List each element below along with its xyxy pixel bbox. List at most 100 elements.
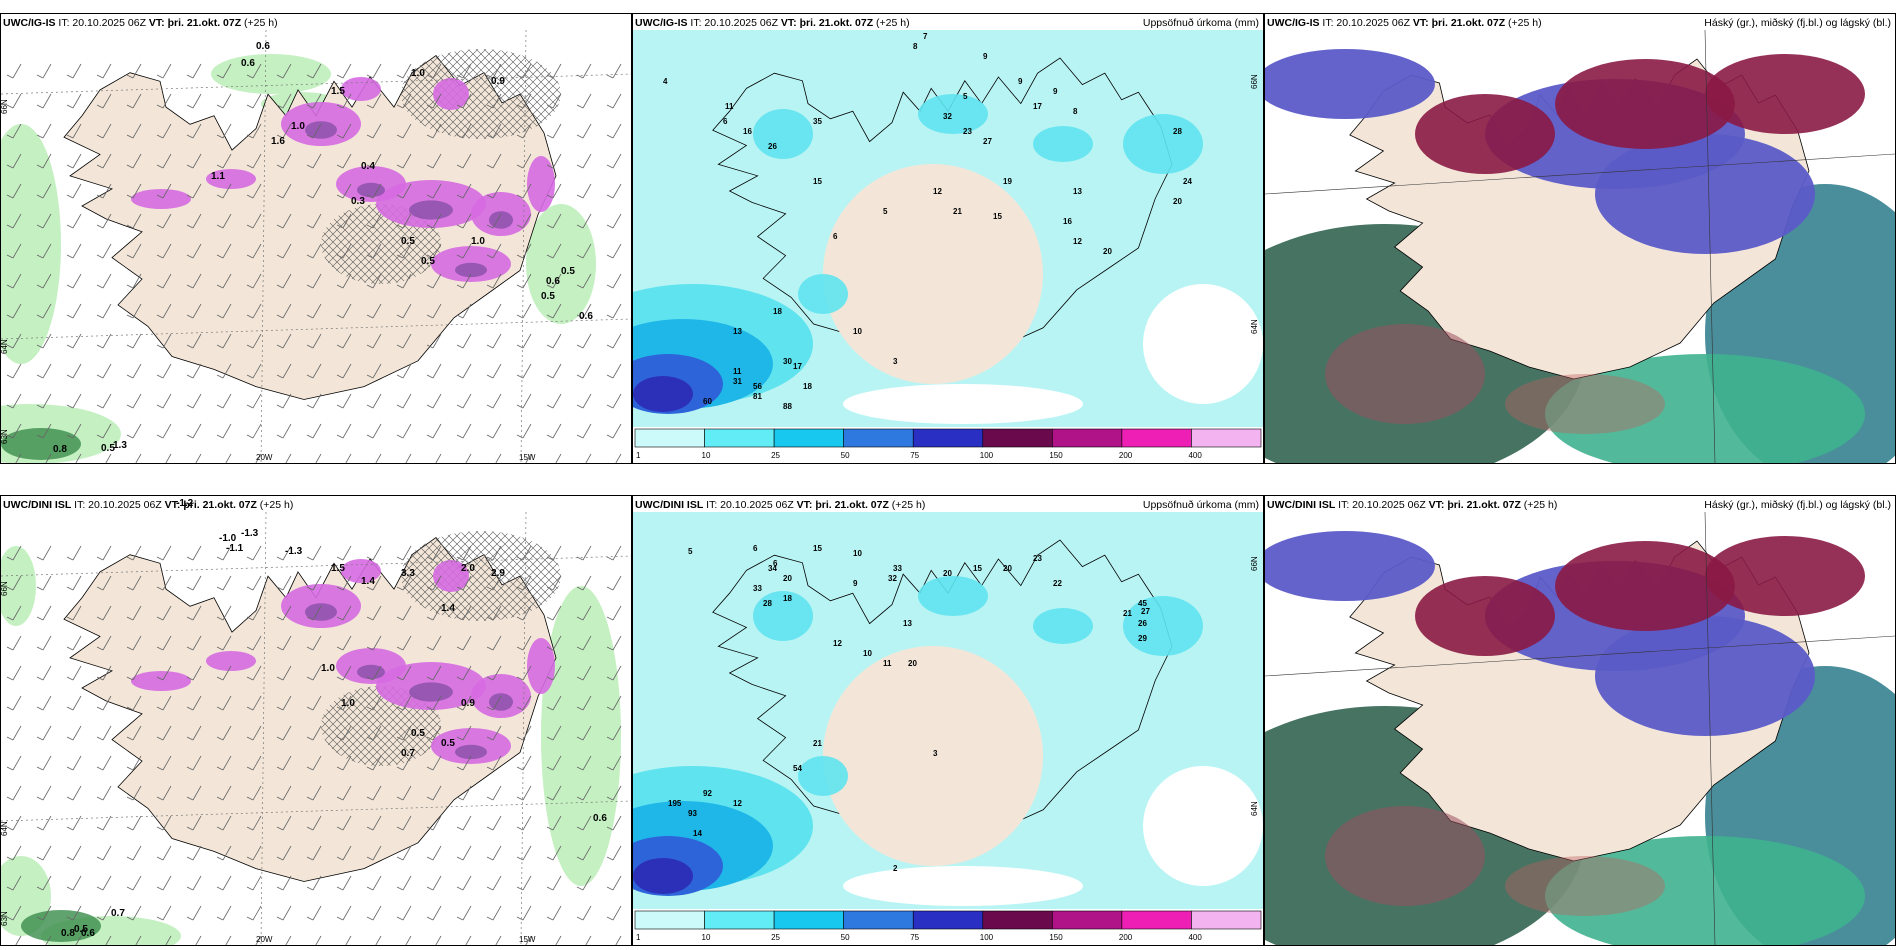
barb-flag <box>426 766 434 771</box>
icing-value-label: 0.5 <box>421 256 435 267</box>
wind-barb <box>426 393 442 409</box>
barb-flag <box>6 736 14 741</box>
low-icing-area <box>1 546 36 626</box>
barb-staff <box>102 153 112 169</box>
colorbar-swatch <box>1121 428 1192 448</box>
wind-barb <box>105 935 112 945</box>
wind-barb <box>606 423 622 439</box>
low-cloud-area <box>1705 536 1865 616</box>
wind-barb <box>66 875 82 891</box>
barb-staff <box>192 785 202 801</box>
barb-staff <box>42 545 52 561</box>
wind-barb <box>216 815 232 831</box>
axis-label: 63N <box>1 429 9 444</box>
precip-value-label: 34 <box>768 564 777 573</box>
barb-flag <box>486 676 494 681</box>
wind-barb <box>495 935 502 945</box>
wind-barb <box>396 725 412 741</box>
wind-barb <box>606 273 622 289</box>
barb-flag <box>276 344 284 349</box>
barb-flag <box>96 826 104 831</box>
precip-patch <box>1123 114 1203 174</box>
barb-staff <box>522 93 532 109</box>
barb-flag <box>36 254 44 259</box>
barb-flag <box>456 104 464 109</box>
wind-barb <box>576 785 592 801</box>
barb-flag <box>126 104 134 109</box>
barb-staff <box>342 875 352 891</box>
barb-staff <box>42 905 52 921</box>
barb-flag <box>306 616 314 621</box>
barb-flag <box>426 706 434 711</box>
wind-barb <box>345 935 352 945</box>
barb-flag <box>126 434 134 439</box>
barb-staff <box>372 273 382 289</box>
barb-flag <box>456 736 464 741</box>
barb-flag <box>156 676 164 681</box>
wind-barb <box>585 935 592 945</box>
barb-flag <box>366 194 374 199</box>
barb-flag <box>216 736 224 741</box>
barb-staff <box>312 93 322 109</box>
icing-core <box>305 603 337 621</box>
wind-barb <box>426 153 442 169</box>
barb-flag <box>96 314 104 319</box>
barb-staff <box>282 905 292 921</box>
precip-value-label: 15 <box>993 212 1002 221</box>
icing-value-label: 0.3 <box>351 196 365 207</box>
wind-barb <box>456 635 472 651</box>
barb-staff <box>12 393 22 409</box>
wind-barb <box>156 393 172 409</box>
barb-staff <box>552 875 562 891</box>
barb-staff <box>162 725 172 741</box>
wind-barb <box>576 575 592 591</box>
panel-precip-dini: UWC/DINI ISL IT: 20.10.2025 06Z VT: þri.… <box>632 495 1264 946</box>
wind-barb <box>396 243 412 259</box>
barb-staff <box>282 875 292 891</box>
barb-staff <box>585 453 592 463</box>
wind-barb <box>66 183 82 199</box>
barb-staff <box>192 273 202 289</box>
barb-flag <box>336 254 344 259</box>
barb-staff <box>192 123 202 139</box>
wind-barb <box>6 123 22 139</box>
icing-value-label: 1.4 <box>361 576 375 587</box>
barb-flag <box>576 434 584 439</box>
precip-value-label: 26 <box>1138 619 1147 628</box>
wind-barb <box>306 545 322 561</box>
barb-staff <box>162 755 172 771</box>
barb-staff <box>312 183 322 199</box>
barb-flag <box>6 344 14 349</box>
wind-barb <box>396 545 412 561</box>
colorbar-tick-label: 150 <box>1049 451 1063 460</box>
wind-barb <box>606 875 622 891</box>
barb-staff <box>222 845 232 861</box>
precip-value-label: 27 <box>1141 607 1150 616</box>
barb-flag <box>516 796 524 801</box>
wind-barb <box>36 905 52 921</box>
axis-label: 66N <box>1250 556 1259 571</box>
wind-barb <box>396 575 412 591</box>
barb-flag <box>216 74 224 79</box>
precip-value-label: 28 <box>1173 127 1182 136</box>
wind-barb <box>546 575 562 591</box>
barb-flag <box>456 556 464 561</box>
barb-staff <box>42 785 52 801</box>
wind-barb <box>366 183 382 199</box>
wind-barb <box>186 243 202 259</box>
icing-value-label: 0.5 <box>441 738 455 749</box>
wind-barb <box>276 213 292 229</box>
wind-barb <box>576 153 592 169</box>
wind-barb <box>396 63 412 79</box>
barb-staff <box>135 453 142 463</box>
wind-barb <box>96 153 112 169</box>
barb-flag <box>336 434 344 439</box>
barb-staff <box>282 273 292 289</box>
barb-flag <box>186 404 194 409</box>
barb-flag <box>396 736 404 741</box>
wind-barb <box>606 815 622 831</box>
wind-barb <box>486 243 502 259</box>
wind-barb <box>6 635 22 651</box>
barb-flag <box>96 646 104 651</box>
barb-staff <box>402 213 412 229</box>
